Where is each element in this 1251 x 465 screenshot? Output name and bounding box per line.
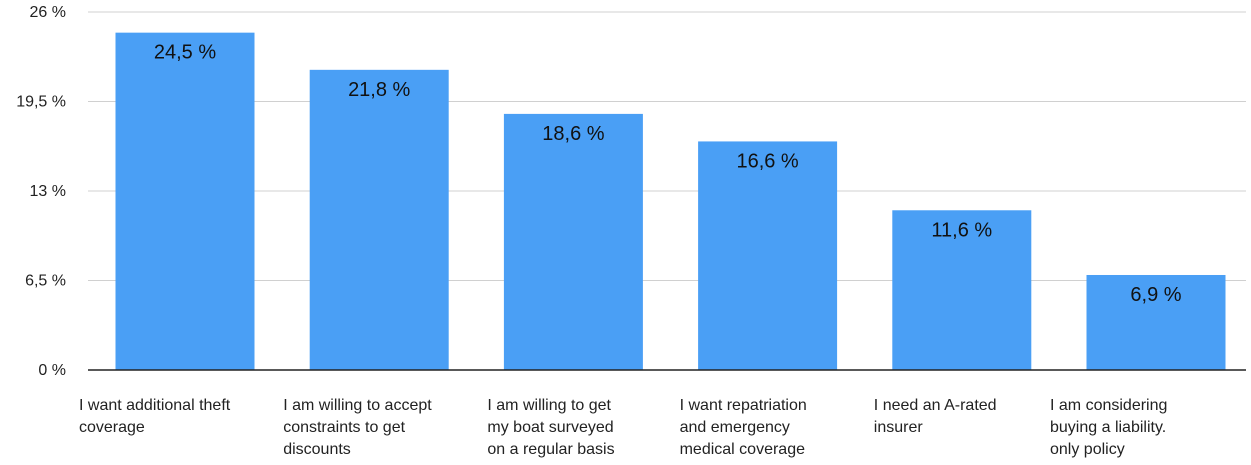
bar	[115, 32, 255, 371]
bar	[1086, 274, 1226, 370]
x-category-label-line: and emergency	[680, 419, 790, 436]
y-tick-label: 6,5 %	[25, 273, 66, 290]
bar-value-label: 18,6 %	[542, 123, 604, 145]
x-category-label-line: insurer	[874, 419, 924, 436]
x-category-label-line: only policy	[1050, 441, 1125, 458]
gridlines	[88, 11, 1246, 281]
y-tick-label: 0 %	[38, 362, 66, 379]
y-tick-label: 26 %	[30, 4, 66, 21]
x-category-label: I am willing to accept constraints to get…	[283, 397, 432, 458]
x-axis-category-labels: I want additional theft coverage I am will…	[79, 397, 1167, 458]
x-category-label-line: on a regular basis	[487, 441, 614, 458]
bar-value-label: 6,9 %	[1130, 284, 1181, 306]
bar	[698, 141, 838, 370]
x-category-label: I need an A-rated insurer	[874, 397, 997, 436]
x-category-label-line: medical coverage	[680, 441, 806, 458]
bars	[115, 32, 1226, 371]
x-category-label-line: I am willing to accept	[283, 397, 432, 414]
x-category-label-line: I need an A-rated	[874, 397, 997, 414]
y-tick-label: 13 %	[30, 183, 66, 200]
x-category-label-line: I am considering	[1050, 397, 1167, 414]
x-category-label: I want repatriation and emergency medical …	[680, 397, 807, 458]
x-category-label-line: my boat surveyed	[487, 419, 613, 436]
x-category-label-line: I want additional theft	[79, 397, 231, 414]
y-tick-label: 19,5 %	[16, 94, 66, 111]
bar-value-label: 16,6 %	[736, 150, 798, 172]
x-category-label-line: I am willing to get	[487, 397, 611, 414]
x-category-label-line: constraints to get	[283, 419, 405, 436]
bar-value-labels: 24,5 % 21,8 % 18,6 % 16,6 % 11,6 % 6,9 %	[154, 42, 1182, 306]
x-category-label: I am considering buying a liability. only …	[1050, 397, 1167, 458]
x-category-label-line: buying a liability.	[1050, 419, 1166, 436]
bar-value-label: 24,5 %	[154, 42, 216, 64]
bar	[309, 69, 449, 370]
bar-value-label: 21,8 %	[348, 79, 410, 101]
x-category-label-line: coverage	[79, 419, 145, 436]
bar	[503, 113, 643, 371]
bar-value-label: 11,6 %	[931, 219, 992, 241]
x-category-label: I want additional theft coverage	[79, 397, 231, 436]
y-axis-tick-labels: 0 % 6,5 % 13 % 19,5 % 26 %	[16, 4, 66, 379]
x-category-label: I am willing to get my boat surveyed on a …	[487, 397, 614, 458]
x-category-label-line: discounts	[283, 441, 351, 458]
x-category-label-line: I want repatriation	[680, 397, 807, 414]
bar	[892, 210, 1032, 370]
